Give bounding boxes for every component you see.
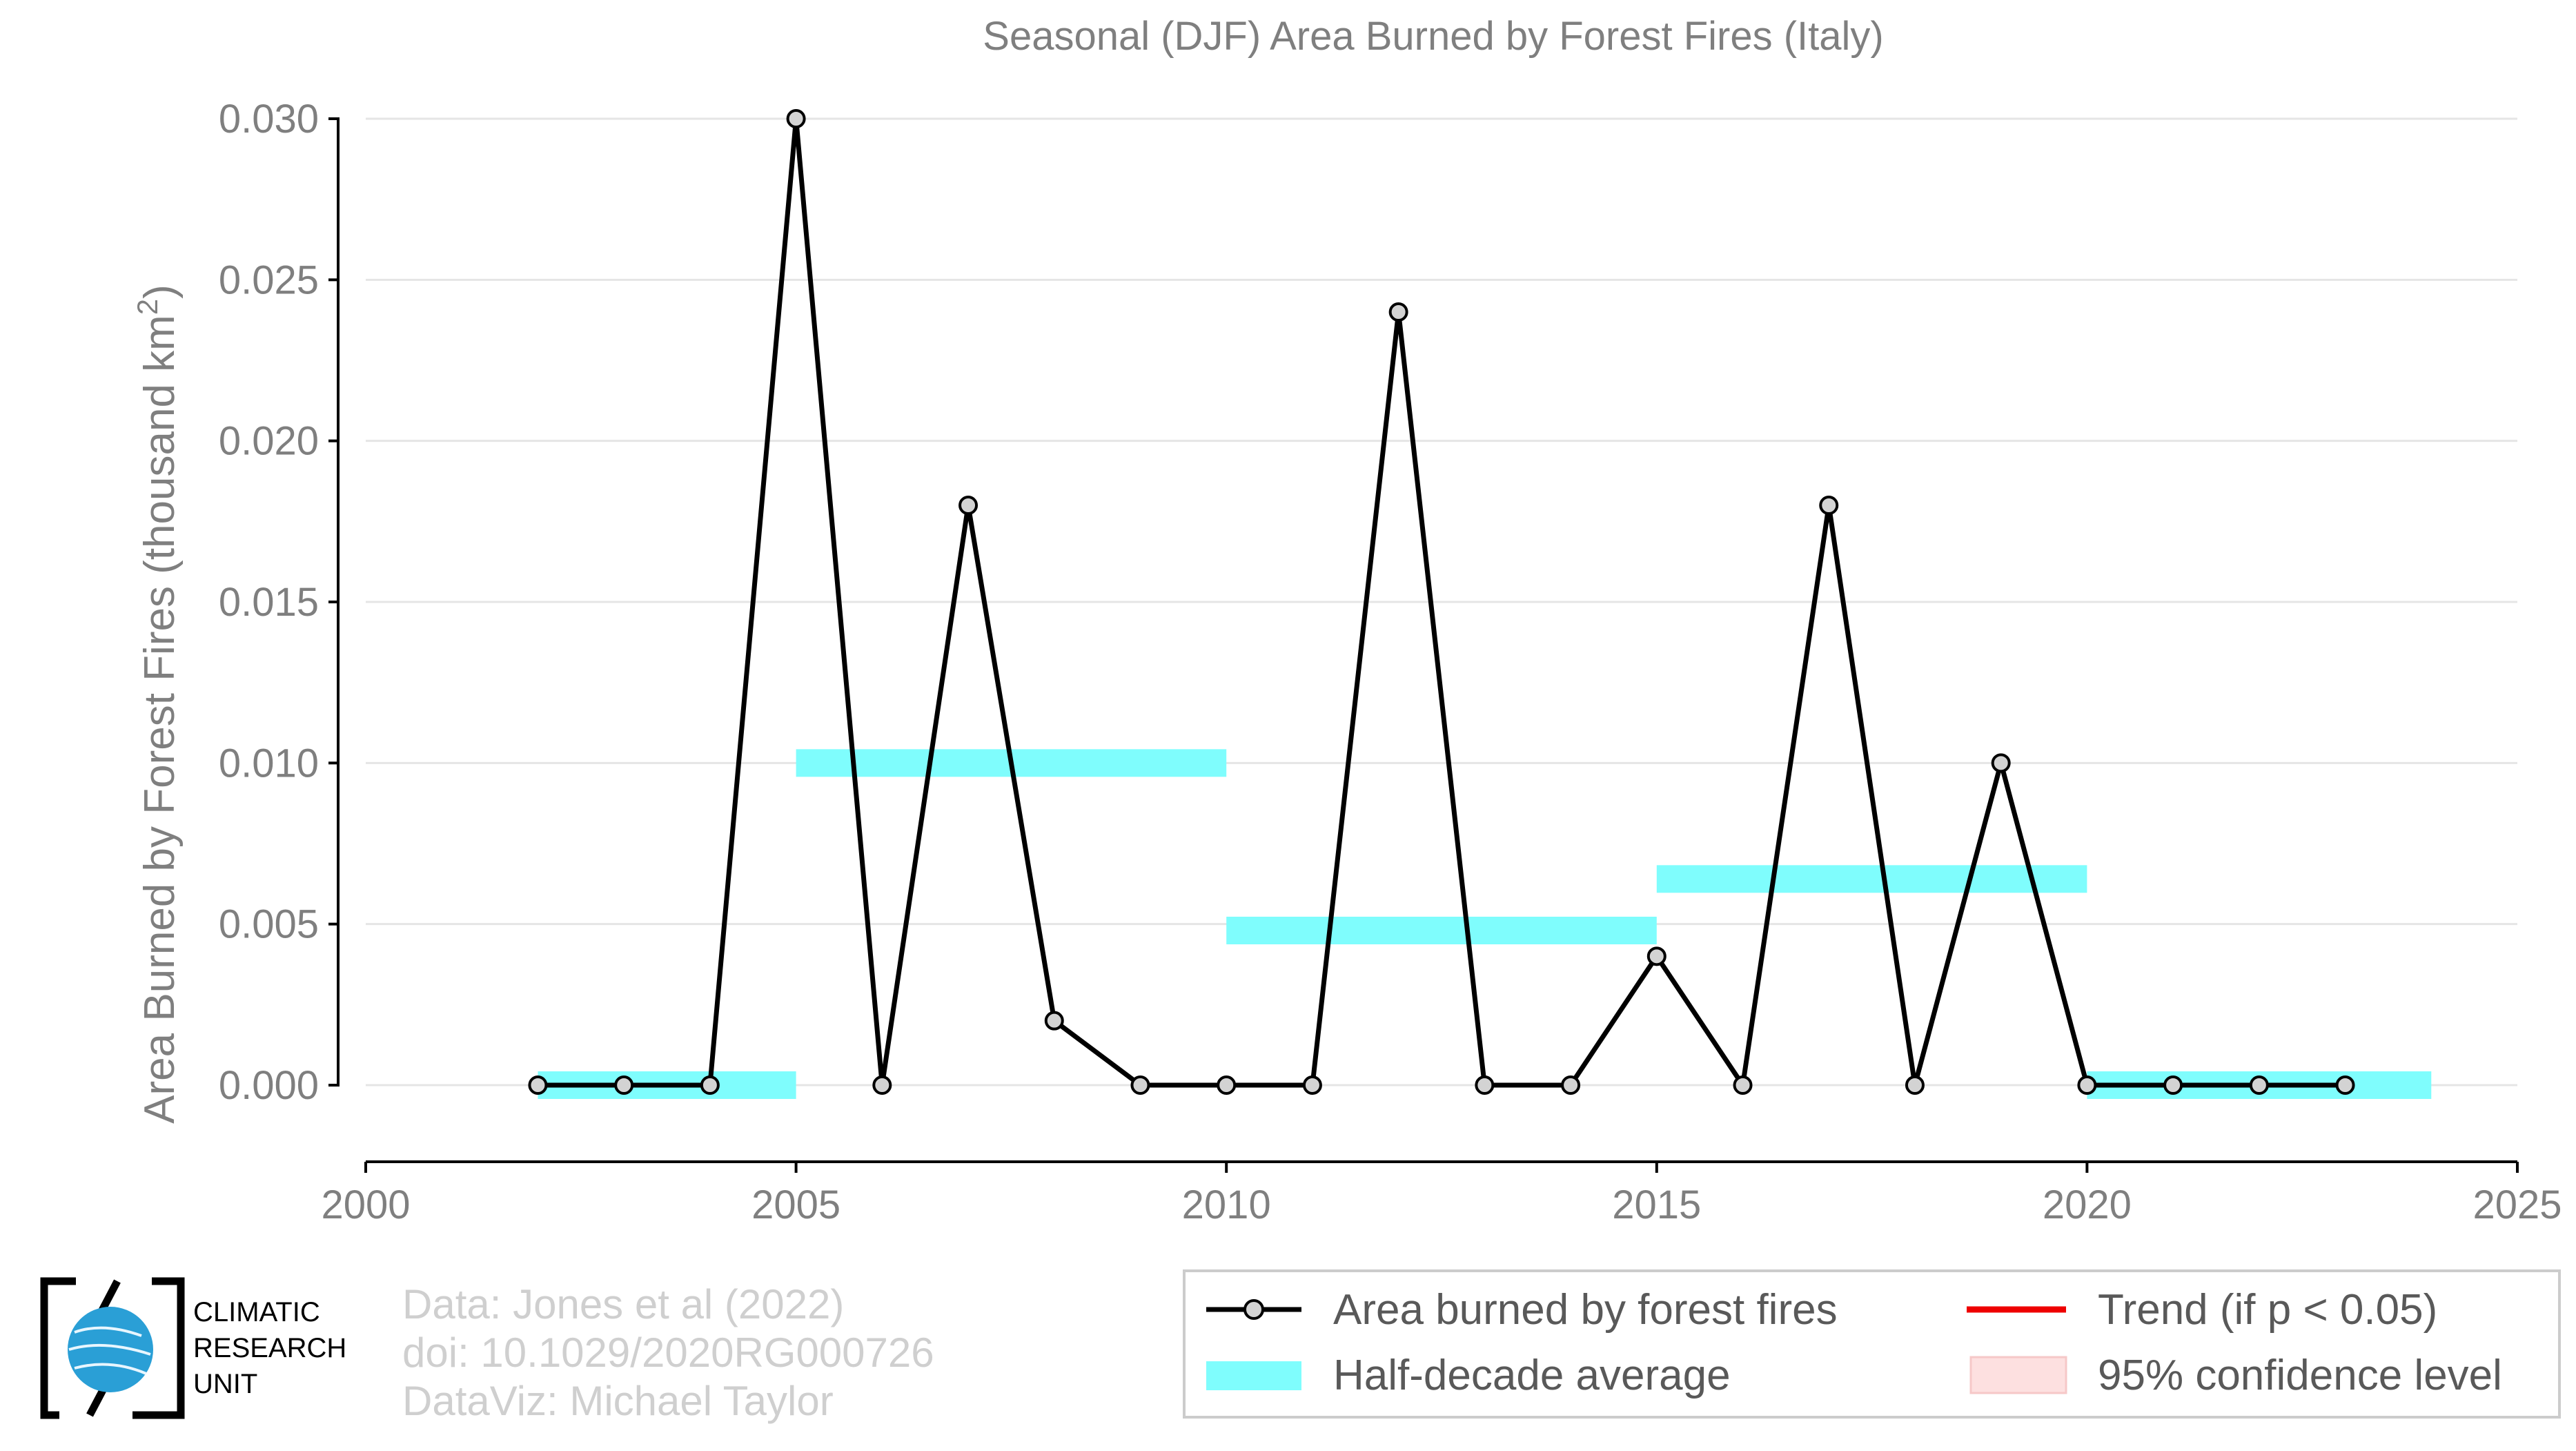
legend-marker-icon	[1243, 1299, 1264, 1320]
credit-doi: doi: 10.1029/2020RG000726	[402, 1330, 934, 1376]
legend-box	[1183, 1269, 2561, 1419]
credit-dataviz: DataViz: Michael Taylor	[402, 1378, 834, 1424]
y-axis-label-suffix: )	[136, 284, 184, 299]
data-point	[1217, 1075, 1237, 1095]
data-point	[1561, 1075, 1581, 1095]
legend-band-icon	[1206, 1361, 1301, 1390]
data-point	[872, 1075, 892, 1095]
logo-text-unit: UNIT	[193, 1369, 257, 1399]
x-tick-label: 2010	[1182, 1182, 1271, 1227]
half-decade-average-bar	[1226, 917, 1657, 944]
data-point	[958, 496, 979, 515]
y-tick-label: 0.000	[219, 1063, 319, 1108]
legend-entry-series: Area burned by forest fires	[1206, 1286, 1838, 1334]
y-tick-label: 0.030	[219, 97, 319, 142]
y-axis-label: Area Burned by Forest Fires (thousand km…	[131, 284, 184, 1124]
chart-title: Seasonal (DJF) Area Burned by Forest Fir…	[983, 14, 1883, 59]
globe-icon	[68, 1307, 153, 1392]
x-tick-label: 2005	[751, 1182, 840, 1227]
logo-text-research: RESEARCH	[193, 1333, 346, 1363]
y-tick-label: 0.020	[219, 419, 319, 464]
x-tick-label: 2025	[2472, 1182, 2562, 1227]
data-point	[1819, 496, 1839, 515]
globe-lines-icon	[68, 1326, 151, 1375]
legend-label-trend: Trend (if p < 0.05)	[2098, 1286, 2437, 1334]
data-point	[1905, 1075, 1925, 1095]
logo-frame-left	[40, 1277, 76, 1419]
credit-data: Data: Jones et al (2022)	[402, 1281, 844, 1327]
cru-logo: CLIMATIC RESEARCH UNIT	[40, 1277, 346, 1419]
data-point	[700, 1075, 720, 1095]
data-point	[2335, 1075, 2355, 1095]
axes	[328, 117, 2519, 1173]
data-point	[1044, 1011, 1064, 1031]
logo-text-climatic: CLIMATIC	[193, 1297, 320, 1327]
data-point	[1475, 1075, 1495, 1095]
series-line	[538, 116, 2346, 1088]
legend-entry-trend: Trend (if p < 0.05)	[1967, 1286, 2437, 1334]
data-point	[2163, 1075, 2183, 1095]
logo-slash-top	[99, 1279, 121, 1312]
data-point	[1991, 753, 2011, 773]
legend-label-series: Area burned by forest fires	[1333, 1286, 1838, 1334]
legend: Area burned by forest fires Trend (if p …	[1183, 1269, 2561, 1419]
data-point	[614, 1075, 634, 1095]
x-tick-label: 2000	[321, 1182, 410, 1227]
legend-confidence-icon	[1969, 1356, 2067, 1394]
y-axis-label-sup: 2	[131, 299, 164, 315]
x-tick-label: 2015	[1612, 1182, 1701, 1227]
legend-entry-confidence: 95% confidence level	[1969, 1352, 2502, 1399]
data-point	[786, 109, 806, 128]
data-point	[1646, 946, 1666, 966]
y-tick-label: 0.010	[219, 741, 319, 786]
data-point	[528, 1075, 548, 1095]
y-axis-label-text: Area Burned by Forest Fires (thousand km	[136, 315, 184, 1124]
data-point	[2249, 1075, 2269, 1095]
series-area-burned	[528, 109, 2355, 1095]
data-point	[1302, 1075, 1322, 1095]
legend-entry-average: Half-decade average	[1206, 1352, 1731, 1399]
data-point	[1733, 1075, 1753, 1095]
data-point	[2077, 1075, 2097, 1095]
y-tick-label: 0.015	[219, 580, 319, 625]
logo-frame-right	[132, 1277, 185, 1419]
data-point	[1388, 302, 1408, 322]
tick-labels: 0.000 0.005 0.010 0.015 0.020 0.025 0.030 2000 2…	[219, 97, 2562, 1227]
half-decade-average-bar	[1656, 865, 2087, 893]
data-point	[1130, 1075, 1150, 1095]
y-tick-label: 0.025	[219, 257, 319, 302]
credits: Data: Jones et al (2022) doi: 10.1029/20…	[402, 1281, 934, 1424]
legend-label-confidence: 95% confidence level	[2098, 1352, 2502, 1399]
y-tick-label: 0.005	[219, 902, 319, 947]
x-tick-label: 2020	[2043, 1182, 2132, 1227]
logo-slash-bottom	[86, 1387, 107, 1417]
legend-label-average: Half-decade average	[1333, 1352, 1731, 1399]
